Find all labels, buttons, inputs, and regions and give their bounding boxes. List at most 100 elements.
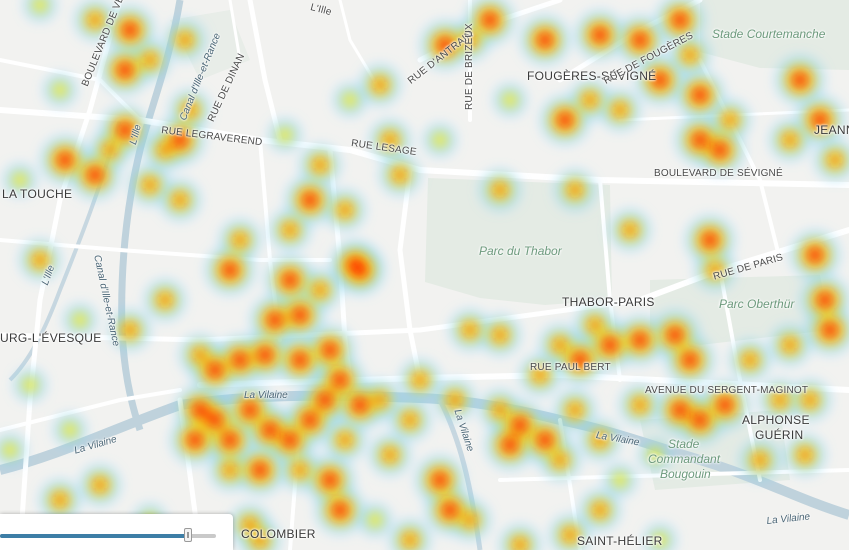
heat-blob xyxy=(395,170,405,180)
heat-blob xyxy=(116,61,134,79)
park-label-bougouin: Bougouin xyxy=(660,467,711,481)
heat-blob xyxy=(565,530,575,540)
heat-blob xyxy=(570,405,580,415)
heat-blob xyxy=(316,391,334,409)
street-label-rue-paul-bert: RUE PAUL BERT xyxy=(530,362,611,373)
heat-blob xyxy=(591,26,609,44)
time-slider-handle[interactable] xyxy=(183,528,192,542)
heat-blob xyxy=(806,246,824,264)
heat-blob xyxy=(367,512,383,528)
heat-blob xyxy=(465,325,475,335)
heat-blob xyxy=(340,205,350,215)
heat-blob xyxy=(35,255,45,265)
heat-blob xyxy=(105,145,115,155)
heat-blob xyxy=(570,185,580,195)
heat-blob xyxy=(121,21,139,39)
heat-blob xyxy=(590,320,600,330)
heat-blob xyxy=(811,111,829,129)
heat-blob xyxy=(375,80,385,90)
park-label-stade-courtemanche: Stade Courtemanche xyxy=(712,27,826,41)
heat-blob xyxy=(595,505,605,515)
heat-blob xyxy=(821,321,839,339)
heat-blob xyxy=(535,370,545,380)
heat-blob xyxy=(185,105,195,115)
heat-blob xyxy=(405,535,415,545)
time-slider-fill xyxy=(0,534,188,538)
heat-blob xyxy=(701,231,719,249)
district-label-thabor-paris: THABOR-PARIS xyxy=(562,295,655,309)
heat-blob xyxy=(595,435,605,445)
time-slider-track[interactable] xyxy=(0,528,216,542)
park-label-commandant: Commandant xyxy=(648,452,721,466)
heat-blob xyxy=(465,35,475,45)
heat-blob xyxy=(160,145,170,155)
heat-blob xyxy=(385,135,395,145)
heat-blob xyxy=(691,411,709,429)
heat-blob xyxy=(171,131,189,149)
heat-blob xyxy=(691,86,709,104)
district-label-jeanne: JEANN xyxy=(814,123,849,137)
heat-blob xyxy=(256,346,274,364)
heat-blob xyxy=(775,395,785,405)
heat-blob xyxy=(647,447,663,463)
heat-blob xyxy=(351,396,369,414)
heat-blob xyxy=(175,195,185,205)
street-label-boulevard-de-sevigne: BOULEVARD DE SÉVIGNÉ xyxy=(654,168,783,179)
heat-blob xyxy=(432,132,448,148)
heat-blob xyxy=(266,311,284,329)
heat-blob xyxy=(612,472,628,488)
heat-blob xyxy=(556,111,574,129)
heat-blob xyxy=(651,71,669,89)
heat-blob xyxy=(2,442,18,458)
heat-blob xyxy=(206,411,224,429)
heat-blob xyxy=(86,166,104,184)
heat-blob xyxy=(755,455,765,465)
heat-blob xyxy=(291,306,309,324)
heat-blob xyxy=(601,336,619,354)
heat-blob xyxy=(301,411,319,429)
heat-blob xyxy=(351,261,369,279)
heat-blob xyxy=(745,355,755,365)
heat-blob xyxy=(160,295,170,305)
heat-blob xyxy=(495,405,505,415)
heat-blob xyxy=(195,350,205,360)
heat-blob xyxy=(785,340,795,350)
heat-blob xyxy=(555,455,565,465)
heat-blob xyxy=(277,127,293,143)
street-label-rue-de-brizeux: RUE DE BRIZEUX xyxy=(464,23,475,110)
heat-blob xyxy=(145,180,155,190)
heat-blob xyxy=(710,265,720,275)
heat-blob xyxy=(536,431,554,449)
heat-blob xyxy=(315,160,325,170)
district-label-la-touche: LA TOUCHE xyxy=(2,187,73,201)
heat-blob xyxy=(691,131,709,149)
heat-blob xyxy=(415,375,425,385)
district-label-guerin: GUÉRIN xyxy=(755,428,804,442)
heat-blob xyxy=(22,377,38,393)
heat-blob xyxy=(55,495,65,505)
district-label-saint-helier: SAINT-HÉLIER xyxy=(577,534,663,548)
heat-blob xyxy=(340,435,350,445)
heat-blob xyxy=(191,401,209,419)
heat-blob xyxy=(281,271,299,289)
heat-blob xyxy=(681,351,699,369)
heat-blob xyxy=(52,82,68,98)
heat-blob xyxy=(206,361,224,379)
heat-blob xyxy=(666,326,684,344)
heat-blob xyxy=(291,351,309,369)
heat-blob xyxy=(555,340,565,350)
heat-blob xyxy=(495,330,505,340)
heat-blob xyxy=(625,225,635,235)
heat-blob xyxy=(32,0,48,13)
heat-blob xyxy=(791,71,809,89)
heat-blob xyxy=(631,331,649,349)
street-label-avenue-sergent-maginot: AVENUE DU SERGENT-MAGINOT xyxy=(645,385,809,396)
heat-blob xyxy=(241,401,259,419)
heat-blob xyxy=(315,285,325,295)
heat-blob xyxy=(436,36,454,54)
heat-blob xyxy=(235,235,245,245)
heat-blob xyxy=(431,471,449,489)
heat-blob xyxy=(331,501,349,519)
heat-blob xyxy=(571,351,589,369)
